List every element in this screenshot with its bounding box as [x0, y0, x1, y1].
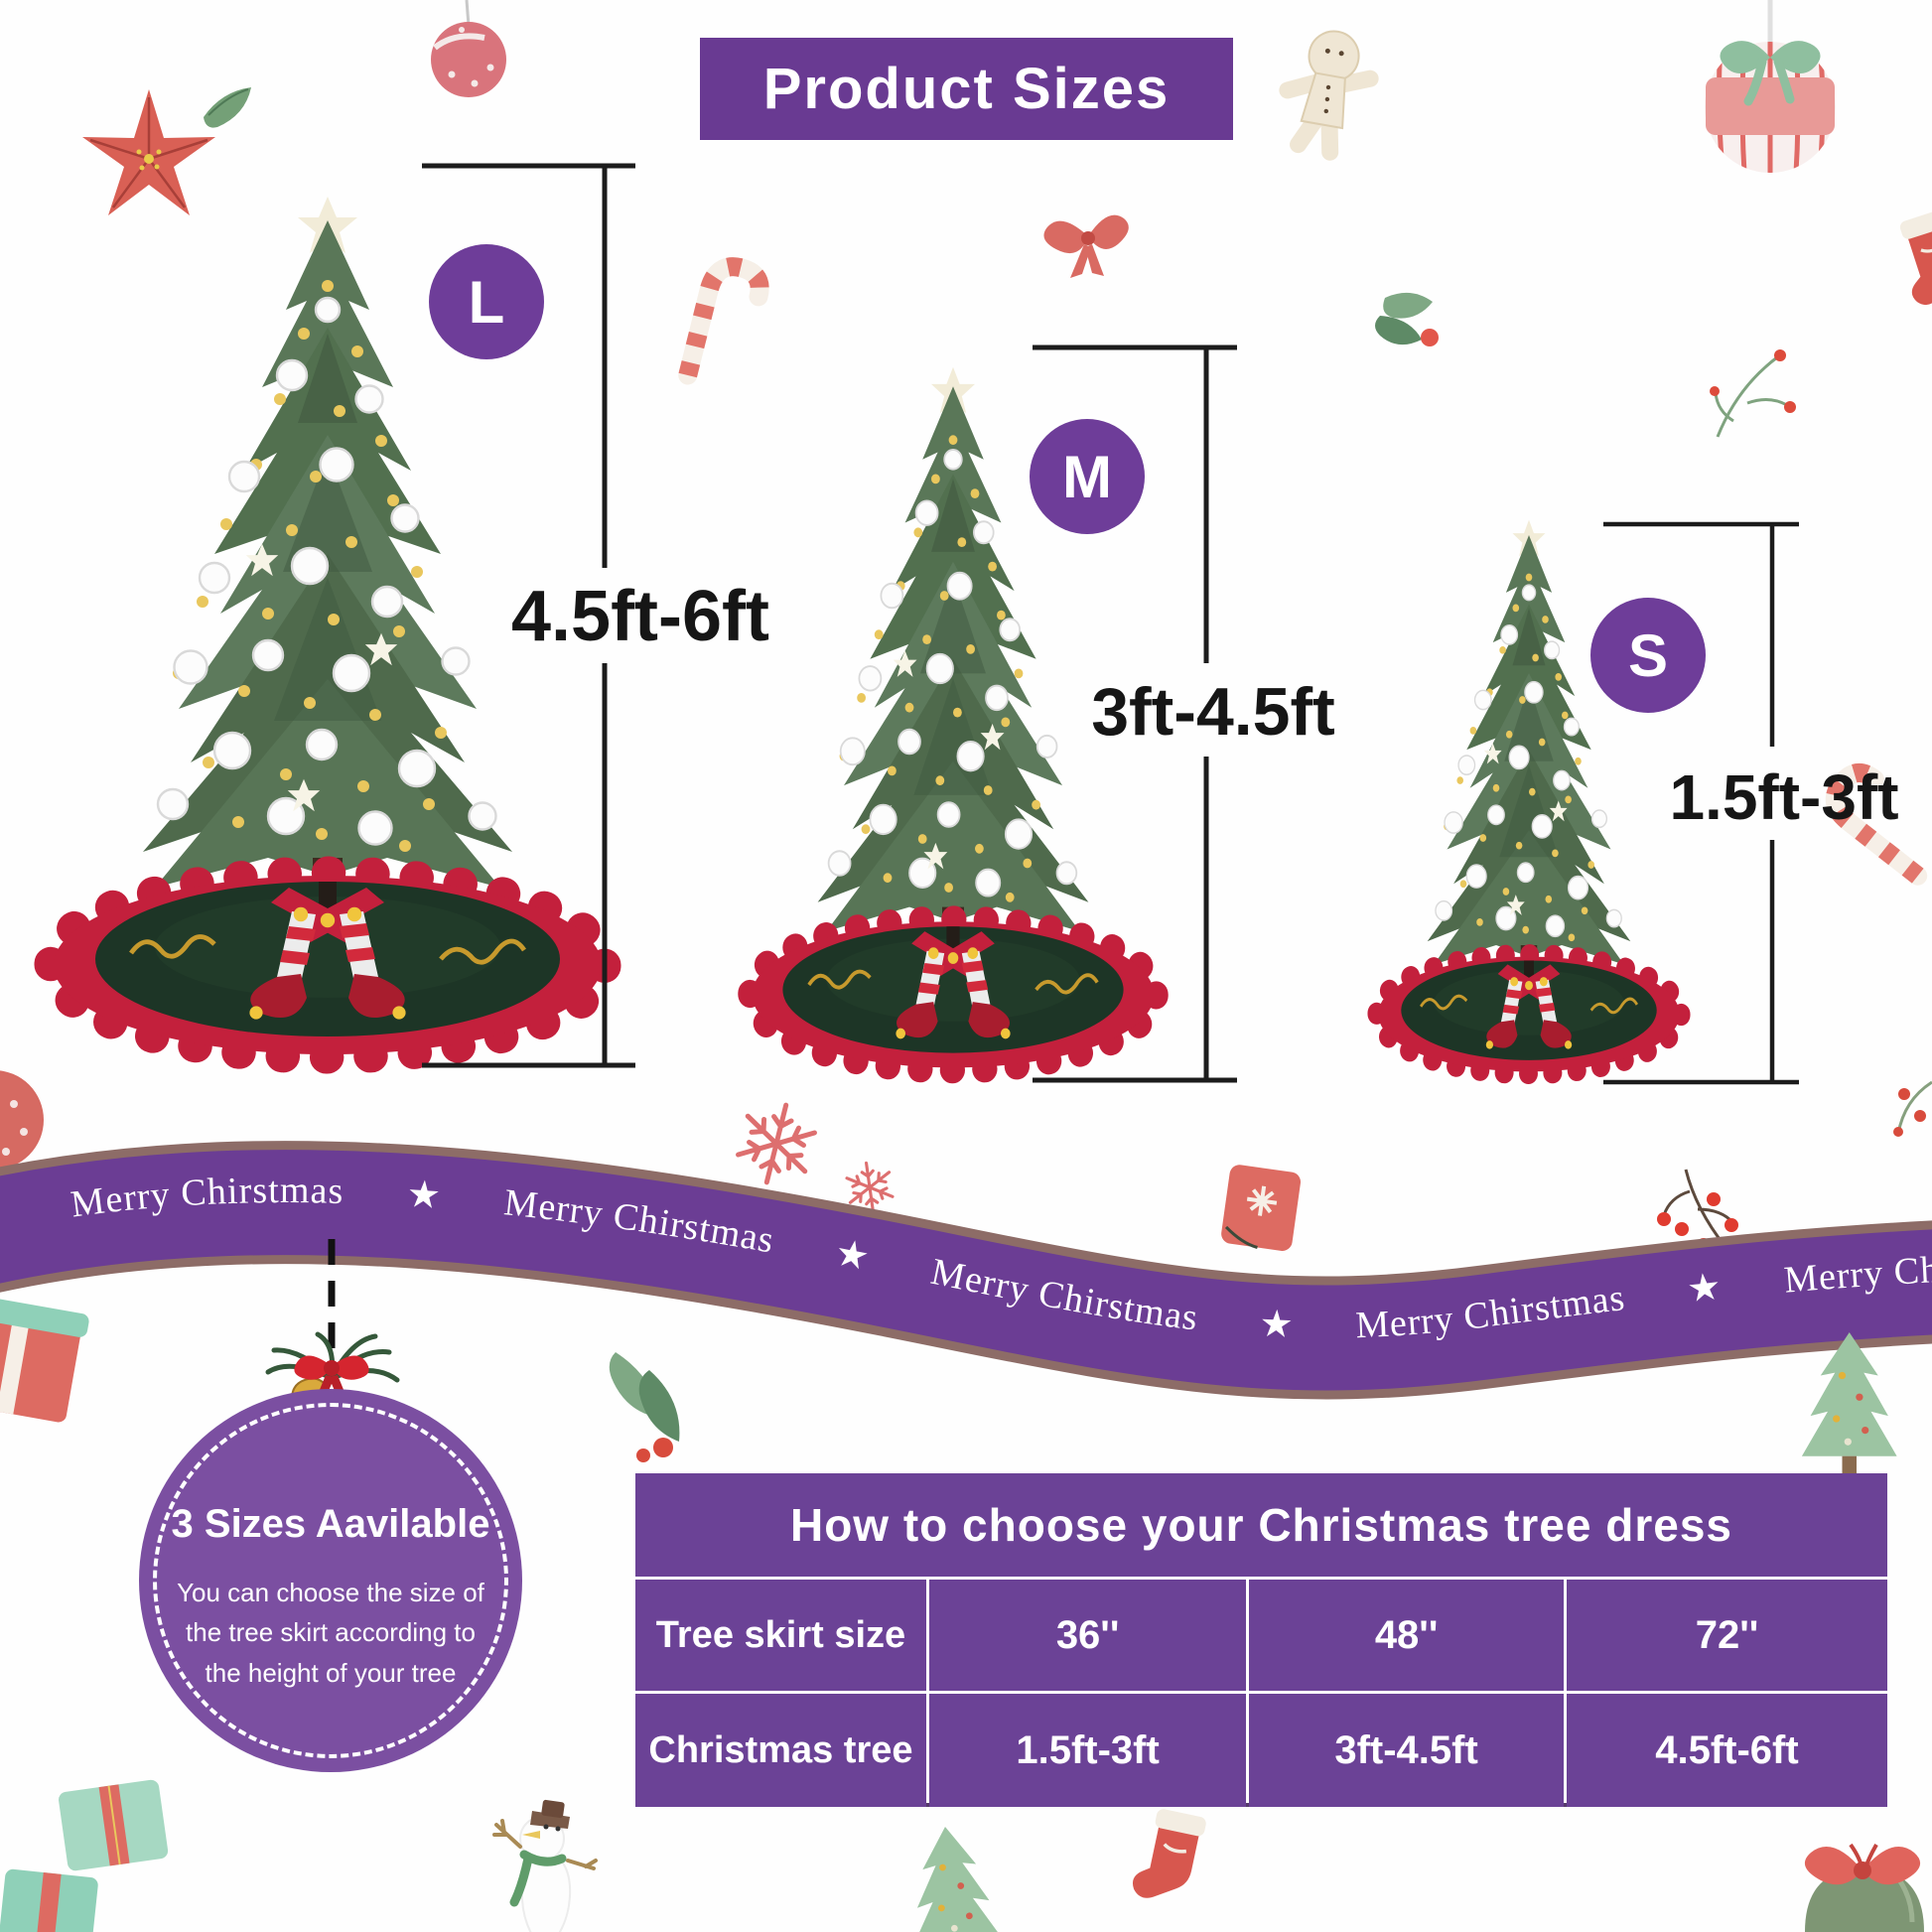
table-cell: 36'': [928, 1580, 1247, 1691]
poinsettia-icon: [82, 87, 251, 215]
dimension-line-large: [422, 163, 635, 1068]
berries-edge-icon: [1893, 1080, 1932, 1137]
gift-box-icon: [59, 1779, 169, 1871]
bell-ornament-icon: [1804, 1843, 1924, 1932]
height-range-small: 1.5ft-3ft: [1669, 761, 1899, 833]
height-range-medium: 3ft-4.5ft: [1091, 674, 1335, 750]
pine-tree-icon: [1801, 1332, 1897, 1474]
sizes-available-badge: 3 Sizes Aavilable You can choose the siz…: [139, 1389, 522, 1772]
table-cell: 3ft-4.5ft: [1249, 1694, 1564, 1807]
ornament-half-dots: [2, 1100, 28, 1156]
ornament-half-icon: [0, 1070, 44, 1170]
polka-ornament-icon: [431, 0, 506, 97]
stocking-icon: [1887, 207, 1932, 311]
table-cell: 1.5ft-3ft: [928, 1694, 1247, 1807]
size-selection-table: How to choose your Christmas tree dress …: [635, 1473, 1887, 1807]
table-cell: 72'': [1566, 1580, 1887, 1691]
gift-box-icon: [1221, 1165, 1302, 1251]
size-badge-small: S: [1590, 598, 1706, 713]
table-cell: 4.5ft-6ft: [1566, 1694, 1887, 1807]
holly-icon: [609, 1352, 680, 1462]
badge-dashed-ring: [153, 1403, 508, 1758]
holly-icon: [1375, 292, 1439, 346]
candy-cane-icon: [688, 261, 764, 387]
striped-ornament-icon: [1705, 0, 1836, 173]
table-title: How to choose your Christmas tree dress: [635, 1473, 1887, 1577]
size-badge-medium: M: [1030, 419, 1145, 534]
table-cell: 48'': [1249, 1580, 1564, 1691]
gift-box-icon: [0, 1868, 98, 1932]
stocking-icon: [1128, 1804, 1209, 1909]
size-badge-large: L: [429, 244, 544, 359]
height-range-large: 4.5ft-6ft: [510, 577, 769, 656]
pine-tree-icon: [900, 1822, 1004, 1932]
dimension-line-medium: [1033, 345, 1237, 1083]
berry-sprig-icon: [1710, 349, 1796, 438]
page-title: Product Sizes: [700, 38, 1233, 140]
snowman-icon: [492, 1799, 598, 1932]
gift-box-icon: [0, 1293, 89, 1423]
ribbon-bow-icon: [1043, 214, 1129, 278]
table-row-label: Tree skirt size: [635, 1580, 926, 1691]
table-row-label: Christmas tree: [635, 1694, 926, 1807]
dimension-line-small: [1603, 521, 1799, 1085]
snowflake-icon: [729, 1096, 823, 1192]
gingerbread-man-icon: [1279, 30, 1379, 161]
